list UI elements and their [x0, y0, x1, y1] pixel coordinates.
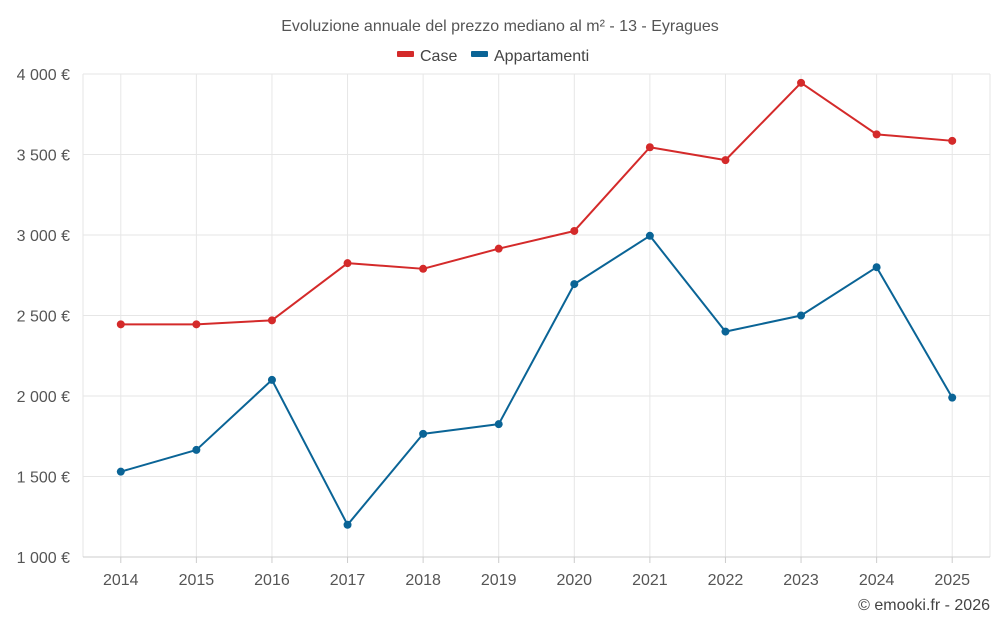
x-tick-label: 2016 — [254, 572, 290, 589]
series-group — [116, 78, 957, 529]
data-point-appartamenti[interactable] — [267, 375, 276, 384]
data-point-appartamenti[interactable] — [419, 429, 428, 438]
y-tick-label: 2 000 € — [17, 389, 70, 406]
data-point-appartamenti[interactable] — [645, 231, 654, 240]
x-tick-label: 2017 — [330, 572, 366, 589]
x-tick-label: 2023 — [783, 572, 819, 589]
legend-swatch-appartamenti — [471, 51, 488, 57]
data-point-appartamenti[interactable] — [494, 420, 503, 429]
gridlines — [82, 73, 991, 557]
x-tick-label: 2020 — [556, 572, 592, 589]
legend-swatch-case — [397, 51, 414, 57]
data-point-case[interactable] — [494, 244, 503, 253]
data-point-case[interactable] — [797, 78, 806, 87]
data-point-appartamenti[interactable] — [721, 327, 730, 336]
x-tick-label: 2019 — [481, 572, 517, 589]
y-tick-label: 4 000 € — [17, 67, 70, 84]
data-point-appartamenti[interactable] — [343, 520, 352, 529]
x-axis: 2014 2015 2016 2017 2018 2019 2020 2021 2022 2023… — [83, 556, 990, 589]
legend-item-appartamenti[interactable]: Appartamenti — [471, 48, 589, 65]
y-tick-label: 3 500 € — [17, 148, 70, 165]
legend-item-case[interactable]: Case — [397, 48, 457, 65]
y-tick-label: 1 000 € — [17, 550, 70, 567]
series-line-appartamenti — [120, 234, 954, 526]
series-line-case — [120, 81, 953, 326]
credit-text: © emooki.fr - 2026 — [858, 597, 990, 614]
data-point-case[interactable] — [721, 156, 730, 165]
legend-label-appartamenti: Appartamenti — [494, 48, 589, 65]
data-point-appartamenti[interactable] — [192, 445, 201, 454]
data-point-case[interactable] — [343, 259, 352, 268]
x-tick-label: 2018 — [405, 572, 441, 589]
chart-title: Evoluzione annuale del prezzo mediano al… — [281, 18, 719, 35]
y-tick-label: 1 500 € — [17, 470, 70, 487]
legend[interactable]: Case Appartamenti — [397, 48, 589, 65]
x-tick-label: 2021 — [632, 572, 668, 589]
y-tick-label: 2 500 € — [17, 309, 70, 326]
data-point-case[interactable] — [645, 143, 654, 152]
x-tick-label: 2025 — [934, 572, 970, 589]
data-point-case[interactable] — [116, 320, 125, 329]
x-tick-label: 2022 — [708, 572, 744, 589]
data-point-appartamenti[interactable] — [116, 467, 125, 476]
legend-label-case: Case — [420, 48, 457, 65]
data-point-case[interactable] — [267, 316, 276, 325]
y-axis: 1 000 € 1 500 € 2 000 € 2 500 € 3 000 € 3 500… — [17, 67, 70, 567]
data-point-appartamenti[interactable] — [570, 280, 579, 289]
x-tick-label: 2024 — [859, 572, 895, 589]
data-point-appartamenti[interactable] — [797, 311, 806, 320]
data-point-case[interactable] — [192, 320, 201, 329]
data-point-case[interactable] — [872, 130, 881, 139]
x-tick-label: 2015 — [179, 572, 215, 589]
data-point-appartamenti[interactable] — [948, 393, 957, 402]
data-point-case[interactable] — [419, 264, 428, 273]
data-point-case[interactable] — [948, 136, 957, 145]
y-tick-label: 3 000 € — [17, 228, 70, 245]
data-point-appartamenti[interactable] — [872, 263, 881, 272]
x-tick-label: 2014 — [103, 572, 139, 589]
data-point-case[interactable] — [570, 226, 579, 235]
